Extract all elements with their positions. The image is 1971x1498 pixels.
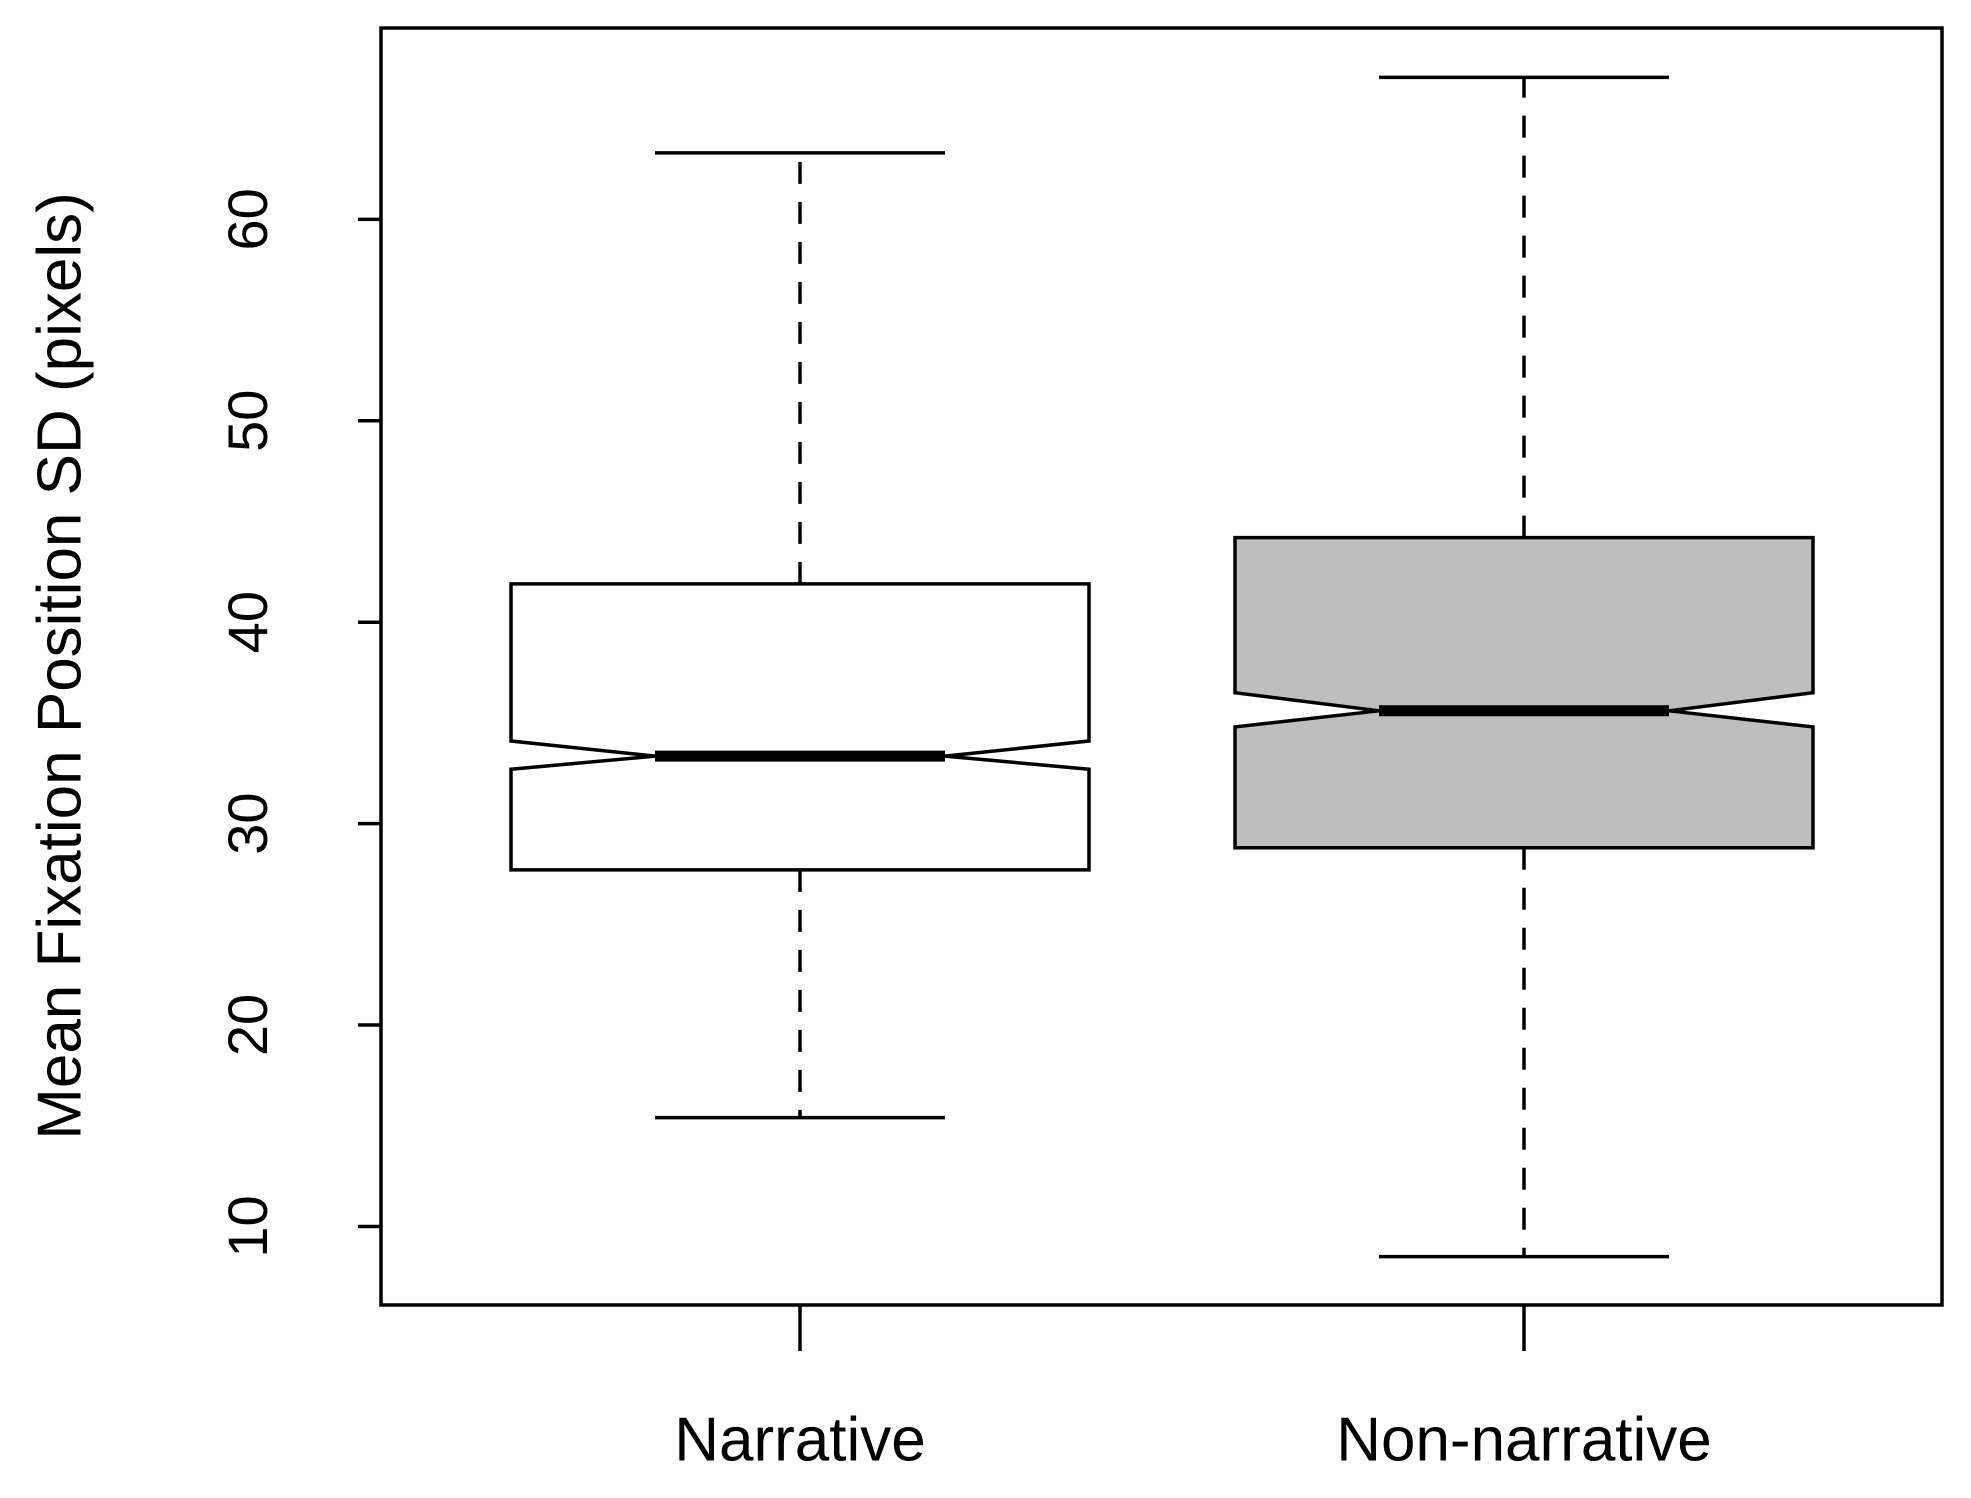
y-tick-label: 60 (216, 188, 279, 250)
x-tick-label: Non-narrative (1336, 1405, 1712, 1474)
y-tick-label: 50 (216, 390, 279, 452)
y-axis-label: Mean Fixation Position SD (pixels) (25, 192, 94, 1140)
box (509, 582, 1091, 872)
y-tick-label: 30 (216, 792, 279, 854)
box (1233, 535, 1815, 850)
y-tick-label: 40 (216, 591, 279, 653)
y-tick-label: 10 (216, 1195, 279, 1257)
x-tick-label: Narrative (674, 1405, 926, 1474)
plot-frame (379, 26, 1944, 1307)
y-tick-label: 20 (216, 994, 279, 1056)
